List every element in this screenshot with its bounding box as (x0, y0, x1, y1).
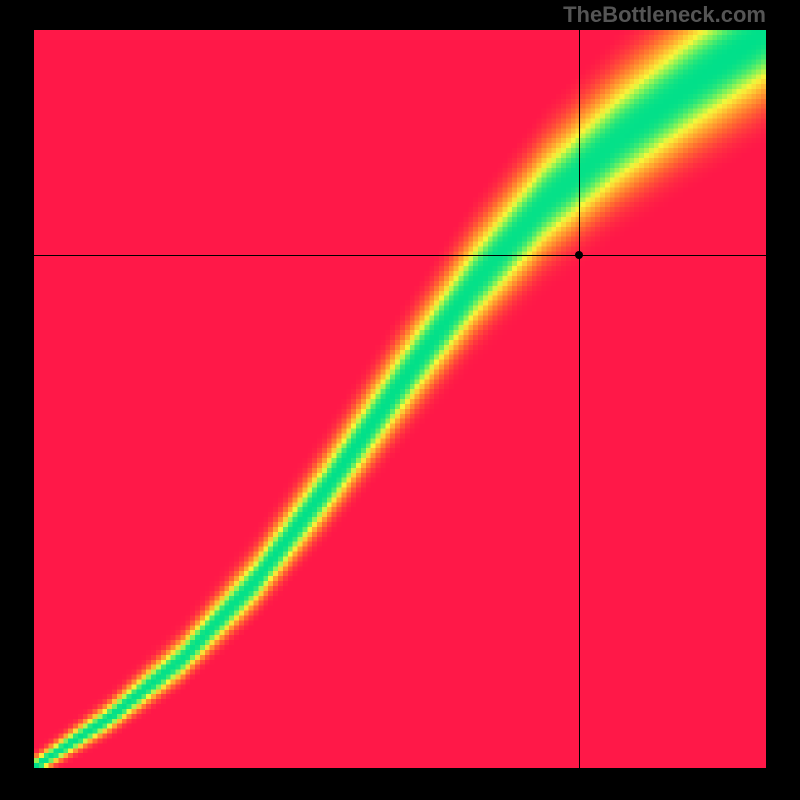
chart-container: TheBottleneck.com (0, 0, 800, 800)
plot-area (34, 30, 766, 768)
crosshair-marker (575, 251, 583, 259)
heatmap-canvas (34, 30, 766, 768)
crosshair-vertical (579, 30, 580, 768)
crosshair-horizontal (34, 255, 766, 256)
watermark-text: TheBottleneck.com (563, 2, 766, 28)
